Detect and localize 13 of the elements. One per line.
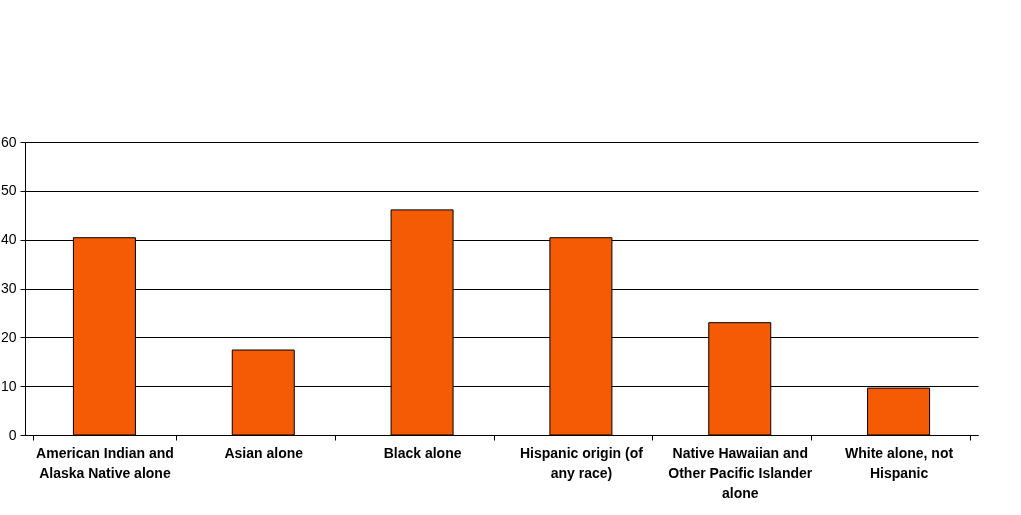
x-tick-label: Hispanic origin (of any race) (519, 444, 644, 481)
y-tick-label: 50 (0, 182, 17, 199)
y-tick-label: 30 (0, 280, 17, 296)
x-tick-label: American Indian and Alaska Native alone (36, 444, 174, 481)
x-tick-label: Native Hawaiian and Other Pacific Islander alone (668, 444, 813, 501)
y-tick-label: 60 (0, 133, 17, 150)
x-tick-label: Asian alone (224, 444, 304, 461)
y-tick-label: 0 (8, 426, 17, 443)
x-tick-label: Black alone (383, 444, 462, 461)
x-tick-label: White alone, not Hispanic (845, 444, 954, 481)
y-tick-label: 10 (0, 377, 17, 394)
y-tick-label: 40 (0, 231, 17, 248)
y-tick-label: 20 (0, 328, 17, 345)
